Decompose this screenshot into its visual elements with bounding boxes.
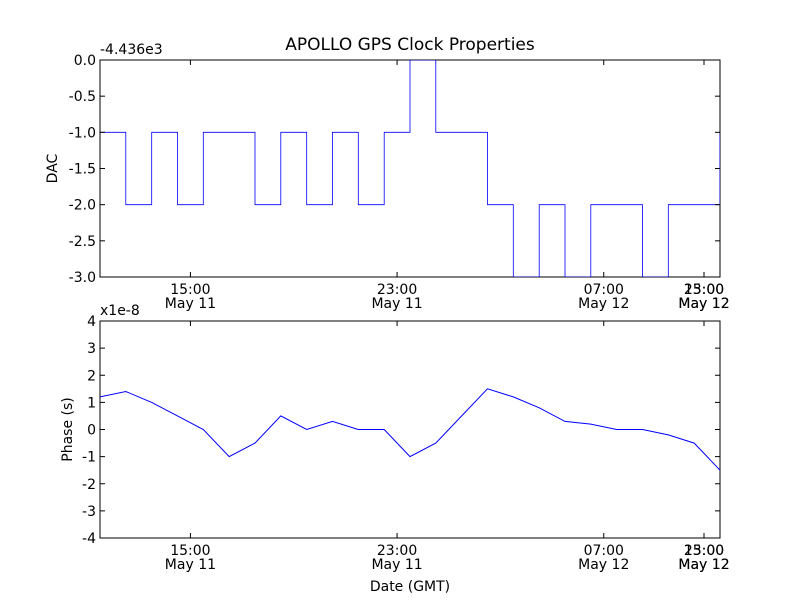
phase-x-tick-time: 15:00 — [170, 543, 210, 559]
dac-x-tick-time: 07:00 — [584, 282, 624, 298]
phase-x-tick-date: May 11 — [165, 557, 216, 573]
x-axis-label: Date (GMT) — [370, 579, 450, 595]
phase-y-tick-label: -3 — [82, 504, 96, 520]
dac-x-tick-date: May 11 — [165, 296, 216, 312]
phase-x-tick-time: 07:00 — [584, 543, 624, 559]
dac-y-tick-label: -1.0 — [69, 125, 96, 141]
dac-y-tick-label: 0.0 — [74, 53, 96, 69]
phase-y-tick-label: 3 — [87, 341, 96, 357]
phase-series — [100, 388, 720, 471]
phase-series-line — [100, 388, 720, 471]
chart-title: APOLLO GPS Clock Properties — [285, 35, 535, 55]
dac-y-ticks: 0.0 -0.5 -1.0 -1.5 -2.0 -2.5 -3.0 — [69, 53, 720, 286]
phase-x-tick-date: May 12 — [678, 557, 729, 573]
phase-x-tick-time: 15:00 — [684, 543, 724, 559]
dac-x-tick-date: May 12 — [678, 296, 729, 312]
dac-y-tick-label: -2.0 — [69, 198, 96, 214]
dac-x-tick-date: May 12 — [678, 296, 729, 312]
dac-x-tick-time: 15:00 — [684, 282, 724, 298]
phase-y-tick-label: -4 — [82, 531, 96, 547]
phase-y-ticks: 4 3 2 1 0 -1 -2 -3 -4 — [82, 314, 720, 547]
phase-y-tick-label: 0 — [87, 423, 96, 439]
phase-x-tick-date: May 11 — [371, 557, 422, 573]
dac-y-tick-label: -0.5 — [69, 89, 96, 105]
phase-y-tick-label: -1 — [82, 450, 96, 466]
dac-x-tick-date: May 11 — [371, 296, 422, 312]
phase-x-tick-date: May 12 — [678, 557, 729, 573]
dac-series-line — [100, 60, 720, 277]
dac-series — [100, 60, 720, 277]
phase-y-axis-label: Phase (s) — [60, 397, 76, 461]
phase-y-tick-label: -2 — [82, 477, 96, 493]
dac-y-tick-label: -2.5 — [69, 234, 96, 250]
dac-y-axis-label: DAC — [45, 153, 61, 183]
phase-x-tick-date: May 12 — [578, 557, 629, 573]
dac-y-tick-label: -3.0 — [69, 270, 96, 286]
dac-x-tick-time: 15:00 — [170, 282, 210, 298]
phase-y-tick-label: 1 — [87, 395, 96, 411]
phase-x-tick-time: 23:00 — [684, 543, 724, 559]
phase-offset-text: x1e-8 — [100, 303, 140, 319]
dac-offset-text: -4.436e3 — [100, 42, 163, 58]
dac-x-tick-time: 23:00 — [377, 282, 417, 298]
dac-x-tick-time: 23:00 — [684, 282, 724, 298]
phase-x-tick-time: 23:00 — [377, 543, 417, 559]
dac-y-tick-label: -1.5 — [69, 162, 96, 178]
phase-y-tick-label: 4 — [87, 314, 96, 330]
dac-x-tick-date: May 12 — [578, 296, 629, 312]
phase-y-tick-label: 2 — [87, 368, 96, 384]
